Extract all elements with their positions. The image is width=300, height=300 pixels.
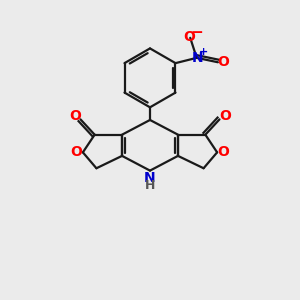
Text: +: + <box>199 47 208 57</box>
Text: O: O <box>217 55 229 69</box>
Text: N: N <box>144 171 156 185</box>
Text: −: − <box>190 25 203 40</box>
Text: H: H <box>145 179 155 192</box>
Text: O: O <box>219 110 231 123</box>
Text: O: O <box>183 30 195 44</box>
Text: O: O <box>69 110 81 123</box>
Text: O: O <box>70 146 82 159</box>
Text: O: O <box>218 146 230 159</box>
Text: N: N <box>191 51 203 65</box>
